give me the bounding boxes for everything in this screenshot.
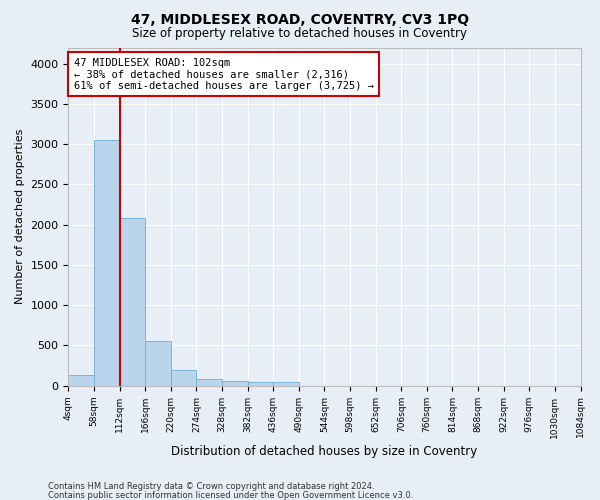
Bar xyxy=(145,342,171,386)
Y-axis label: Number of detached properties: Number of detached properties xyxy=(15,129,25,304)
Text: Size of property relative to detached houses in Coventry: Size of property relative to detached ho… xyxy=(133,28,467,40)
Text: 47 MIDDLESEX ROAD: 102sqm
← 38% of detached houses are smaller (2,316)
61% of se: 47 MIDDLESEX ROAD: 102sqm ← 38% of detac… xyxy=(74,58,374,91)
Bar xyxy=(248,382,273,386)
Bar xyxy=(94,140,119,386)
Bar xyxy=(119,218,145,386)
Text: 47, MIDDLESEX ROAD, COVENTRY, CV3 1PQ: 47, MIDDLESEX ROAD, COVENTRY, CV3 1PQ xyxy=(131,12,469,26)
X-axis label: Distribution of detached houses by size in Coventry: Distribution of detached houses by size … xyxy=(172,444,478,458)
Text: Contains HM Land Registry data © Crown copyright and database right 2024.: Contains HM Land Registry data © Crown c… xyxy=(48,482,374,491)
Text: Contains public sector information licensed under the Open Government Licence v3: Contains public sector information licen… xyxy=(48,490,413,500)
Bar xyxy=(196,380,222,386)
Bar xyxy=(273,382,299,386)
Bar xyxy=(222,382,248,386)
Bar xyxy=(171,370,196,386)
Bar xyxy=(68,375,94,386)
